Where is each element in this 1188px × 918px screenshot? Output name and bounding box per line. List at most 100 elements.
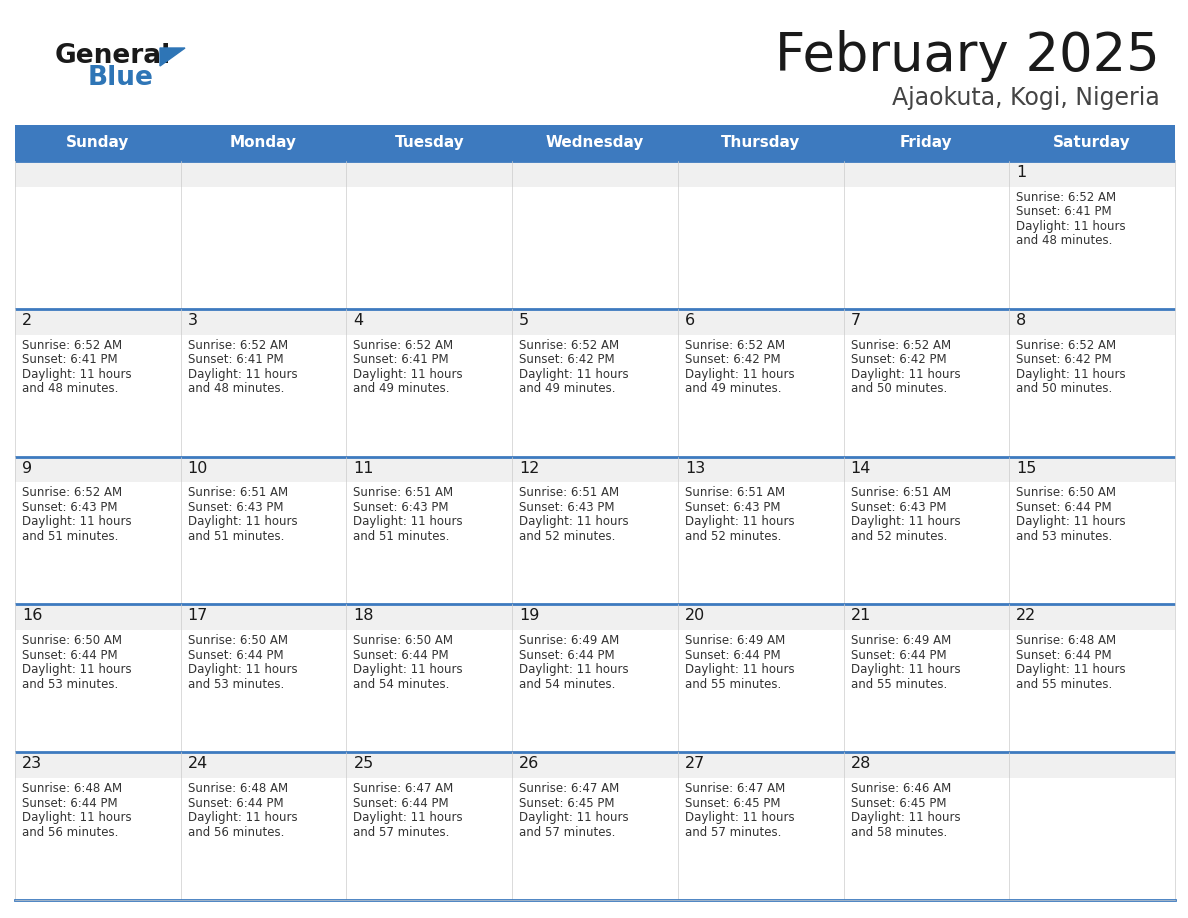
Text: and 55 minutes.: and 55 minutes. (1016, 677, 1112, 690)
Bar (15, 161, 1175, 308)
Text: General: General (55, 43, 171, 69)
Text: 7: 7 (851, 313, 860, 328)
Bar (843, 752, 1010, 778)
Text: 9: 9 (23, 461, 32, 476)
Text: Sunset: 6:43 PM: Sunset: 6:43 PM (23, 501, 118, 514)
Text: Sunset: 6:44 PM: Sunset: 6:44 PM (1016, 501, 1112, 514)
Text: and 54 minutes.: and 54 minutes. (519, 677, 615, 690)
Text: 2: 2 (23, 313, 32, 328)
Bar (347, 604, 512, 631)
Bar (512, 308, 678, 335)
Text: and 56 minutes.: and 56 minutes. (23, 825, 119, 838)
Text: Ajaokuta, Kogi, Nigeria: Ajaokuta, Kogi, Nigeria (892, 86, 1159, 110)
Text: Sunset: 6:45 PM: Sunset: 6:45 PM (851, 797, 946, 810)
Text: Sunset: 6:43 PM: Sunset: 6:43 PM (519, 501, 614, 514)
Text: Daylight: 11 hours: Daylight: 11 hours (851, 664, 960, 677)
Text: Sunset: 6:44 PM: Sunset: 6:44 PM (188, 797, 284, 810)
Text: 16: 16 (23, 609, 43, 623)
Text: Sunrise: 6:50 AM: Sunrise: 6:50 AM (188, 634, 287, 647)
Text: Daylight: 11 hours: Daylight: 11 hours (519, 516, 628, 529)
Bar (15, 125, 1175, 161)
Text: Daylight: 11 hours: Daylight: 11 hours (684, 812, 795, 824)
Text: Daylight: 11 hours: Daylight: 11 hours (684, 664, 795, 677)
Text: Sunset: 6:43 PM: Sunset: 6:43 PM (353, 501, 449, 514)
Text: and 49 minutes.: and 49 minutes. (519, 382, 615, 395)
Text: and 49 minutes.: and 49 minutes. (353, 382, 450, 395)
Text: Daylight: 11 hours: Daylight: 11 hours (188, 664, 297, 677)
Text: Sunset: 6:43 PM: Sunset: 6:43 PM (851, 501, 946, 514)
Bar (1010, 308, 1175, 335)
Text: and 53 minutes.: and 53 minutes. (188, 677, 284, 690)
Text: Sunset: 6:45 PM: Sunset: 6:45 PM (519, 797, 614, 810)
Bar (347, 456, 512, 483)
Bar (678, 308, 843, 335)
Text: Tuesday: Tuesday (394, 136, 465, 151)
Text: 18: 18 (353, 609, 374, 623)
Text: Sunrise: 6:48 AM: Sunrise: 6:48 AM (1016, 634, 1117, 647)
Text: and 57 minutes.: and 57 minutes. (353, 825, 450, 838)
Text: Sunset: 6:44 PM: Sunset: 6:44 PM (23, 797, 118, 810)
Text: Sunrise: 6:48 AM: Sunrise: 6:48 AM (188, 782, 287, 795)
Bar (843, 308, 1010, 335)
Text: and 52 minutes.: and 52 minutes. (519, 530, 615, 543)
Bar (1010, 161, 1175, 187)
Text: Daylight: 11 hours: Daylight: 11 hours (851, 812, 960, 824)
Bar (347, 752, 512, 778)
Text: 4: 4 (353, 313, 364, 328)
Text: Daylight: 11 hours: Daylight: 11 hours (851, 368, 960, 381)
Text: and 50 minutes.: and 50 minutes. (851, 382, 947, 395)
Bar (512, 752, 678, 778)
Text: Saturday: Saturday (1054, 136, 1131, 151)
Text: and 57 minutes.: and 57 minutes. (519, 825, 615, 838)
Polygon shape (160, 48, 185, 66)
Text: 26: 26 (519, 756, 539, 771)
Text: Sunset: 6:44 PM: Sunset: 6:44 PM (684, 649, 781, 662)
Text: Daylight: 11 hours: Daylight: 11 hours (353, 664, 463, 677)
Text: Daylight: 11 hours: Daylight: 11 hours (23, 516, 132, 529)
Text: Sunrise: 6:47 AM: Sunrise: 6:47 AM (684, 782, 785, 795)
Text: Sunset: 6:41 PM: Sunset: 6:41 PM (188, 353, 284, 366)
Text: Sunrise: 6:52 AM: Sunrise: 6:52 AM (188, 339, 287, 352)
Text: Sunrise: 6:52 AM: Sunrise: 6:52 AM (851, 339, 950, 352)
Text: Sunrise: 6:50 AM: Sunrise: 6:50 AM (353, 634, 454, 647)
Text: Sunrise: 6:49 AM: Sunrise: 6:49 AM (519, 634, 619, 647)
Text: 24: 24 (188, 756, 208, 771)
Text: 6: 6 (684, 313, 695, 328)
Bar (512, 161, 678, 187)
Text: Sunrise: 6:52 AM: Sunrise: 6:52 AM (519, 339, 619, 352)
Text: and 53 minutes.: and 53 minutes. (23, 677, 119, 690)
Text: Daylight: 11 hours: Daylight: 11 hours (188, 368, 297, 381)
Text: 21: 21 (851, 609, 871, 623)
Bar (1010, 604, 1175, 631)
Bar (512, 604, 678, 631)
Text: 1: 1 (1016, 165, 1026, 180)
Text: and 49 minutes.: and 49 minutes. (684, 382, 782, 395)
Text: 13: 13 (684, 461, 706, 476)
Text: Sunrise: 6:51 AM: Sunrise: 6:51 AM (353, 487, 454, 499)
Text: Sunset: 6:43 PM: Sunset: 6:43 PM (188, 501, 283, 514)
Text: and 52 minutes.: and 52 minutes. (684, 530, 782, 543)
Text: Sunset: 6:44 PM: Sunset: 6:44 PM (353, 797, 449, 810)
Text: 15: 15 (1016, 461, 1037, 476)
Text: and 56 minutes.: and 56 minutes. (188, 825, 284, 838)
Text: Sunrise: 6:46 AM: Sunrise: 6:46 AM (851, 782, 950, 795)
Text: and 54 minutes.: and 54 minutes. (353, 677, 450, 690)
Text: Sunrise: 6:52 AM: Sunrise: 6:52 AM (1016, 339, 1117, 352)
Bar (15, 604, 1175, 752)
Text: Daylight: 11 hours: Daylight: 11 hours (353, 812, 463, 824)
Text: 20: 20 (684, 609, 706, 623)
Bar (843, 456, 1010, 483)
Bar (15, 604, 181, 631)
Text: Daylight: 11 hours: Daylight: 11 hours (23, 812, 132, 824)
Text: Sunrise: 6:48 AM: Sunrise: 6:48 AM (23, 782, 122, 795)
Text: Sunset: 6:45 PM: Sunset: 6:45 PM (684, 797, 781, 810)
Text: Daylight: 11 hours: Daylight: 11 hours (519, 812, 628, 824)
Text: Daylight: 11 hours: Daylight: 11 hours (188, 516, 297, 529)
Bar (181, 752, 347, 778)
Bar (678, 752, 843, 778)
Text: Sunrise: 6:47 AM: Sunrise: 6:47 AM (353, 782, 454, 795)
Bar (1010, 456, 1175, 483)
Text: and 51 minutes.: and 51 minutes. (353, 530, 450, 543)
Text: Sunset: 6:44 PM: Sunset: 6:44 PM (353, 649, 449, 662)
Text: Sunset: 6:44 PM: Sunset: 6:44 PM (23, 649, 118, 662)
